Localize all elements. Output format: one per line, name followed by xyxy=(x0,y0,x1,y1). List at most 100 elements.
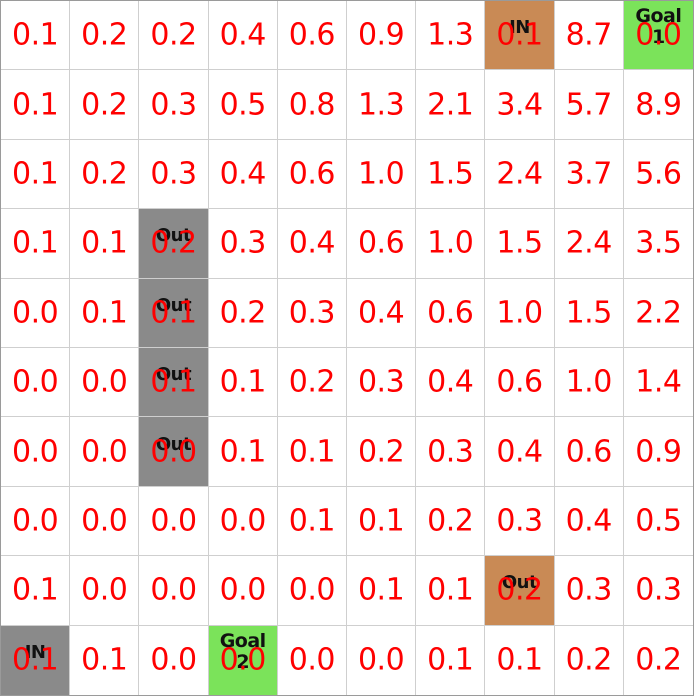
grid-cell: 0.0 xyxy=(70,556,140,626)
cell-value: 0.4 xyxy=(496,434,543,470)
cell-tag-label: Out xyxy=(155,294,192,316)
cell-value: 5.7 xyxy=(565,87,613,123)
cell-value: 0.3 xyxy=(219,225,267,261)
cell-value: 0.3 xyxy=(150,156,197,192)
grid-cell: 0.1 xyxy=(1,1,71,71)
cell-value: 0.0 xyxy=(150,503,197,539)
cell-tag-label: Out xyxy=(501,572,538,594)
grid-cell: 2.2 xyxy=(623,278,693,348)
cell-value: 0.1 xyxy=(150,364,197,400)
cell-value: 0.2 xyxy=(565,642,613,678)
grid-cell: 0.1 xyxy=(346,486,417,557)
grid-cell: 0.2 xyxy=(346,417,417,487)
grid-cell: 0.3 xyxy=(139,139,209,210)
grid-cell: 3.4 xyxy=(485,70,555,140)
grid-cell: 2.4 xyxy=(554,209,624,279)
grid-cell: 0.6 xyxy=(277,139,347,210)
cell-value: 0.2 xyxy=(81,87,128,123)
cell-value: 1.0 xyxy=(565,364,613,400)
cell-value: 0.1 xyxy=(81,642,128,678)
grid-cell: 0.0 xyxy=(277,625,347,695)
grid-cell: 0.2 xyxy=(416,486,486,557)
grid-cell: 0.2 xyxy=(277,348,347,418)
grid-cell: 0.0 xyxy=(1,417,71,487)
grid-cell: 1.4 xyxy=(623,348,693,418)
cell-value: 3.4 xyxy=(496,87,543,123)
grid-cell-out-brown: Out 0.2 xyxy=(485,556,555,626)
grid-cell: 0.5 xyxy=(623,486,693,557)
cell-value: 0.4 xyxy=(288,225,336,261)
grid-cell: 1.0 xyxy=(485,278,555,348)
cell-value: 2.4 xyxy=(496,156,543,192)
grid-cell: 8.9 xyxy=(623,70,693,140)
cell-value: 0.1 xyxy=(219,434,267,470)
cell-value: 0.1 xyxy=(427,572,474,608)
grid-cell: 0.6 xyxy=(416,278,486,348)
grid-cell: 0.1 xyxy=(208,417,278,487)
cell-value: 1.3 xyxy=(427,17,474,53)
grid-cell: 3.7 xyxy=(554,139,624,210)
grid-cell: 0.0 xyxy=(70,348,140,418)
cell-tag-label: Out xyxy=(155,433,192,455)
grid-cell-goal: Goal 1 0.0 xyxy=(623,1,693,71)
cell-value: 1.4 xyxy=(635,364,682,400)
cell-value: 0.3 xyxy=(635,572,682,608)
cell-tag-label: Out xyxy=(155,364,192,386)
cell-value: 1.3 xyxy=(357,87,405,123)
grid-cell: 0.9 xyxy=(346,1,417,71)
grid-cell: 0.2 xyxy=(70,139,140,210)
grid-cell: 0.6 xyxy=(554,417,624,487)
cell-value: 0.6 xyxy=(565,434,613,470)
cell-value: 0.2 xyxy=(219,295,267,331)
grid-cell: 0.0 xyxy=(139,486,209,557)
grid-cell: 0.4 xyxy=(485,417,555,487)
grid-cell-out-gray: Out 0.2 xyxy=(139,209,209,279)
grid-cell: 0.1 xyxy=(1,139,71,210)
cell-value: 0.3 xyxy=(150,87,197,123)
cell-value: 0.6 xyxy=(288,156,336,192)
cell-value: 0.2 xyxy=(81,17,128,53)
cell-value: 0.1 xyxy=(288,503,336,539)
cell-value: 0.0 xyxy=(81,434,128,470)
grid-cell: 0.3 xyxy=(623,556,693,626)
grid-cell: 0.0 xyxy=(208,556,278,626)
cell-value: 1.5 xyxy=(427,156,474,192)
cell-tag-label: IN xyxy=(24,642,46,664)
grid-cell: 1.3 xyxy=(416,1,486,71)
cell-value: 0.1 xyxy=(357,572,405,608)
cell-value: 0.1 xyxy=(288,434,336,470)
grid-cell: 1.0 xyxy=(416,209,486,279)
grid-cell: 0.1 xyxy=(485,625,555,695)
grid-cell: 0.0 xyxy=(1,348,71,418)
grid-cell: 0.6 xyxy=(485,348,555,418)
cell-value: 0.0 xyxy=(150,434,197,470)
grid-cell: 0.1 xyxy=(70,209,140,279)
cell-value: 0.0 xyxy=(11,503,59,539)
cell-value: 0.0 xyxy=(11,295,59,331)
cell-tag-label: Goal 2 xyxy=(219,629,266,673)
cell-value: 0.2 xyxy=(150,225,197,261)
grid-cell: 0.1 xyxy=(70,278,140,348)
cell-value: 0.0 xyxy=(635,17,682,53)
cell-value: 0.0 xyxy=(81,503,128,539)
cell-value: 2.4 xyxy=(565,225,613,261)
cell-value: 0.3 xyxy=(427,434,474,470)
grid-cell: 1.5 xyxy=(416,139,486,210)
grid-cell: 0.5 xyxy=(208,70,278,140)
cell-value: 8.7 xyxy=(565,17,613,53)
grid-cell: 0.3 xyxy=(485,486,555,557)
cell-value: 0.0 xyxy=(150,642,197,678)
cell-value: 0.0 xyxy=(219,572,267,608)
cell-value: 0.4 xyxy=(427,364,474,400)
cell-value: 0.1 xyxy=(11,17,59,53)
grid-cell: 1.0 xyxy=(346,139,417,210)
grid-cell: 0.0 xyxy=(70,417,140,487)
cell-value: 0.1 xyxy=(11,87,59,123)
grid-cell: 0.1 xyxy=(208,348,278,418)
cell-value: 0.1 xyxy=(150,295,197,331)
grid-cell: 0.8 xyxy=(277,70,347,140)
grid-cell-out-gray: Out 0.0 xyxy=(139,417,209,487)
cell-value: 0.1 xyxy=(427,642,474,678)
grid-cell: 0.2 xyxy=(70,70,140,140)
cell-value: 0.0 xyxy=(288,642,336,678)
